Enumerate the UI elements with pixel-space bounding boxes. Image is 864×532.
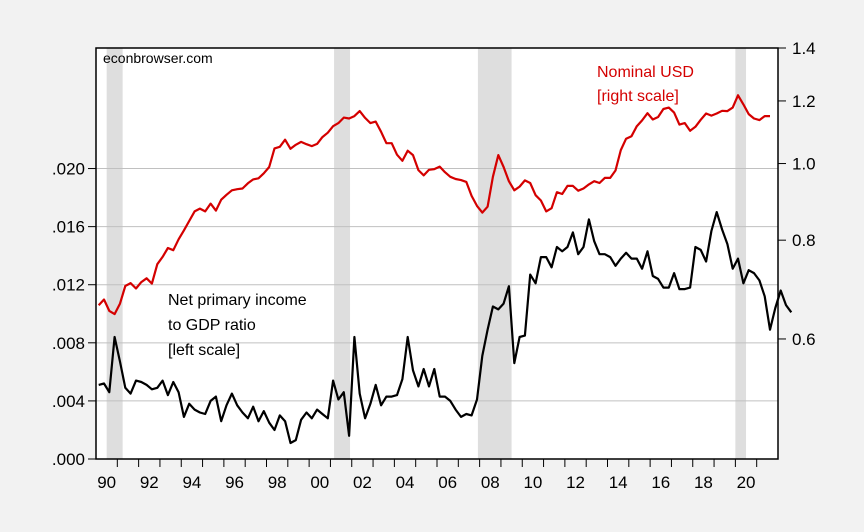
net-primary-income-line (98, 211, 793, 445)
x-tick-label: 20 (737, 473, 756, 492)
right-tick-label: 0.8 (792, 231, 816, 250)
right-axis: 0.6 0.8 1.0 1.2 1.4 (778, 39, 816, 349)
right-tick-label: 0.6 (792, 330, 816, 349)
right-tick-label: 1.4 (792, 39, 816, 58)
recession-band (477, 48, 512, 459)
black-series-annotation: Net primary income to GDP ratio [left sc… (168, 292, 307, 359)
source-note: econbrowser.com (103, 50, 213, 66)
right-tick-label: 1.2 (792, 92, 816, 111)
x-tick-label: 14 (609, 473, 628, 492)
plot-area (96, 48, 778, 459)
x-tick-label: 06 (438, 473, 457, 492)
series-layer (97, 94, 793, 445)
right-tick-label: 1.0 (792, 155, 816, 174)
x-tick-label: 00 (310, 473, 329, 492)
red-annotation-line-2: [right scale] (597, 88, 679, 105)
recession-band (735, 48, 747, 459)
black-annotation-line-1: Net primary income (168, 292, 307, 309)
left-axis: .000 .004 .008 .012 .016 .020 (52, 160, 96, 469)
x-tick-label: 92 (140, 473, 159, 492)
red-series-annotation: Nominal USD [right scale] (597, 64, 694, 105)
black-annotation-line-3: [left scale] (168, 342, 240, 359)
left-tick-label: .004 (52, 392, 85, 411)
x-axis: 90 92 94 96 98 00 02 04 06 08 10 12 14 16 18 20 (97, 459, 758, 492)
left-tick-label: .012 (52, 276, 85, 295)
recession-shading-layer (106, 48, 747, 459)
x-tick-label: 98 (268, 473, 287, 492)
black-annotation-line-2: to GDP ratio (168, 317, 256, 334)
left-tick-label: .008 (52, 334, 85, 353)
left-tick-label: .016 (52, 218, 85, 237)
x-tick-label: 02 (353, 473, 372, 492)
left-tick-label: .020 (52, 160, 85, 179)
x-tick-label: 12 (566, 473, 585, 492)
x-tick-label: 90 (97, 473, 116, 492)
x-tick-label: 18 (694, 473, 713, 492)
nominal-usd-line (97, 94, 770, 316)
x-tick-label: 94 (182, 473, 201, 492)
x-tick-label: 04 (396, 473, 415, 492)
x-tick-label: 96 (225, 473, 244, 492)
recession-band (334, 48, 351, 459)
x-tick-label: 08 (481, 473, 500, 492)
x-tick-label: 16 (651, 473, 670, 492)
recession-band (106, 48, 123, 459)
x-tick-label: 10 (523, 473, 542, 492)
red-annotation-line-1: Nominal USD (597, 64, 694, 81)
left-tick-label: .000 (52, 450, 85, 469)
